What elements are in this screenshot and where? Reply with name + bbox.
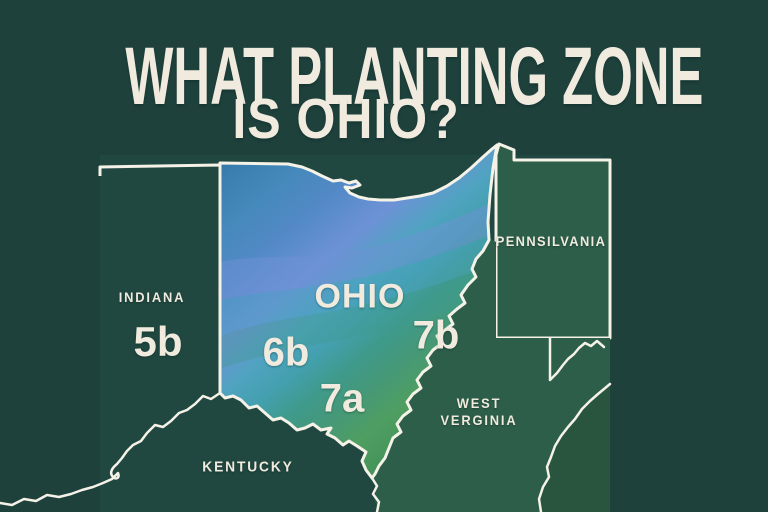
zone-band-teal — [220, 262, 497, 368]
west-virginia-label: WEST VERGINIA — [424, 395, 534, 429]
zone-7b-label: 7b — [412, 313, 460, 358]
west-virginia-label-line2: VERGINIA — [440, 412, 518, 428]
zone-7a-label: 7a — [319, 376, 365, 421]
ohio-border-line — [218, 143, 499, 480]
ohio-label: OHIO — [314, 277, 406, 316]
ohio-river-kentucky-line — [0, 391, 222, 507]
zone-band-cyan — [220, 232, 497, 336]
maryland-notch-border-line — [548, 336, 606, 382]
virginia-corner-shape — [539, 384, 610, 512]
west-virginia-shape — [372, 238, 610, 512]
indiana-label: INDIANA — [118, 289, 186, 305]
indiana-border-line — [98, 163, 222, 393]
pennsylvania-label: PENNSILVANIA — [495, 233, 607, 249]
kentucky-label: KENTUCKY — [202, 458, 294, 476]
title-line-2: IS OHIO? — [232, 87, 460, 151]
virginia-border-line — [537, 382, 612, 512]
zone-5b-label: 5b — [133, 318, 183, 365]
zone-band-periwinkle — [220, 200, 497, 300]
zone-6b-label: 6b — [262, 330, 310, 375]
big-sandy-river-line — [370, 476, 381, 512]
ohio-shape — [220, 145, 497, 478]
ohio-zone-bands — [220, 200, 497, 368]
west-virginia-label-line1: WEST — [456, 395, 502, 411]
